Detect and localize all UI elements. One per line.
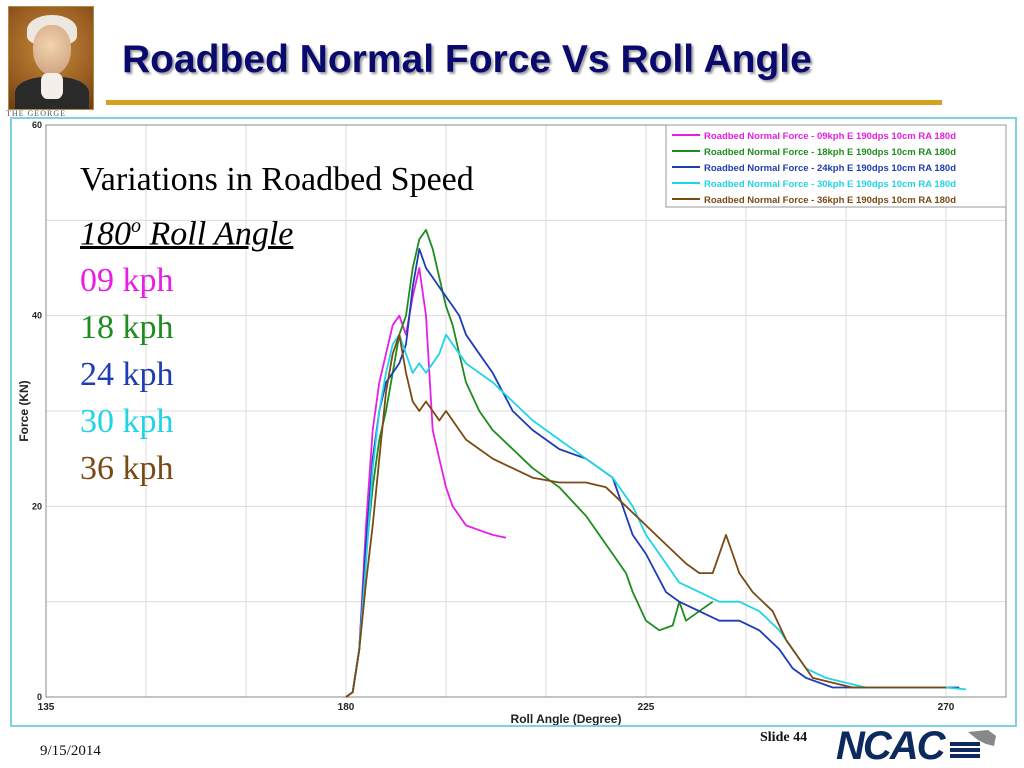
series-line-2 <box>345 248 960 698</box>
x-tick-label: 180 <box>338 702 355 713</box>
university-logo-text: THE GEORGE <box>6 110 66 118</box>
chart-frame: 0 20 40 60 135 180 225 270 Roll Angle (Degree) Fo… <box>10 117 1017 727</box>
y-axis-label: Force (KN) <box>17 380 31 441</box>
slide-number: Slide 44 <box>760 730 808 745</box>
speed-label: 18 kph <box>80 309 174 347</box>
george-washington-portrait <box>8 6 94 110</box>
ncac-logo: NCAC <box>836 724 946 768</box>
title-underline <box>106 100 942 105</box>
legend-entry: Roadbed Normal Force - 36kph E 190dps 10… <box>704 195 956 206</box>
roll-angle-value: 180 <box>80 215 131 253</box>
y-tick-label: 40 <box>32 311 42 321</box>
legend-entry: Roadbed Normal Force - 30kph E 190dps 10… <box>704 179 956 190</box>
ncac-logo-mark <box>950 730 996 758</box>
x-tick-label: 270 <box>938 702 955 713</box>
x-tick-label: 225 <box>638 702 655 713</box>
annotation-heading: Variations in Roadbed Speed <box>80 161 474 198</box>
speed-label: 09 kph <box>80 262 174 300</box>
legend-entry: Roadbed Normal Force - 24kph E 190dps 10… <box>704 163 956 174</box>
y-tick-label: 60 <box>32 120 42 130</box>
x-axis-label: Roll Angle (Degree) <box>511 712 622 725</box>
legend-entry: Roadbed Normal Force - 09kph E 190dps 10… <box>704 131 956 142</box>
degree-superscript: o <box>131 215 141 237</box>
speed-label: 24 kph <box>80 356 174 394</box>
speed-label: 30 kph <box>80 403 174 441</box>
portrait-collar <box>41 73 63 99</box>
y-tick-label: 0 <box>37 692 42 702</box>
speed-label: 36 kph <box>80 450 174 488</box>
slide-date: 9/15/2014 <box>40 743 101 759</box>
series-line-0 <box>345 267 507 698</box>
y-tick-label: 20 <box>32 501 42 511</box>
annotation-roll-angle: 180o Roll Angle <box>80 203 474 257</box>
chart-annotation: Variations in Roadbed Speed 180o Roll An… <box>80 156 474 492</box>
slide-title: Roadbed Normal Force Vs Roll Angle <box>122 38 812 81</box>
speed-list: 09 kph 18 kph 24 kph 30 kph 36 kph <box>80 257 474 492</box>
x-tick-label: 135 <box>38 702 55 713</box>
series-line-4 <box>345 333 946 698</box>
portrait-face <box>33 25 71 75</box>
plot-area-border <box>45 124 1007 698</box>
legend-entry: Roadbed Normal Force - 18kph E 190dps 10… <box>704 147 956 158</box>
legend-box <box>665 124 1007 208</box>
line-chart: 0 20 40 60 135 180 225 270 Roll Angle (Degree) Fo… <box>17 120 1007 725</box>
roll-angle-label: Roll Angle <box>141 215 294 253</box>
